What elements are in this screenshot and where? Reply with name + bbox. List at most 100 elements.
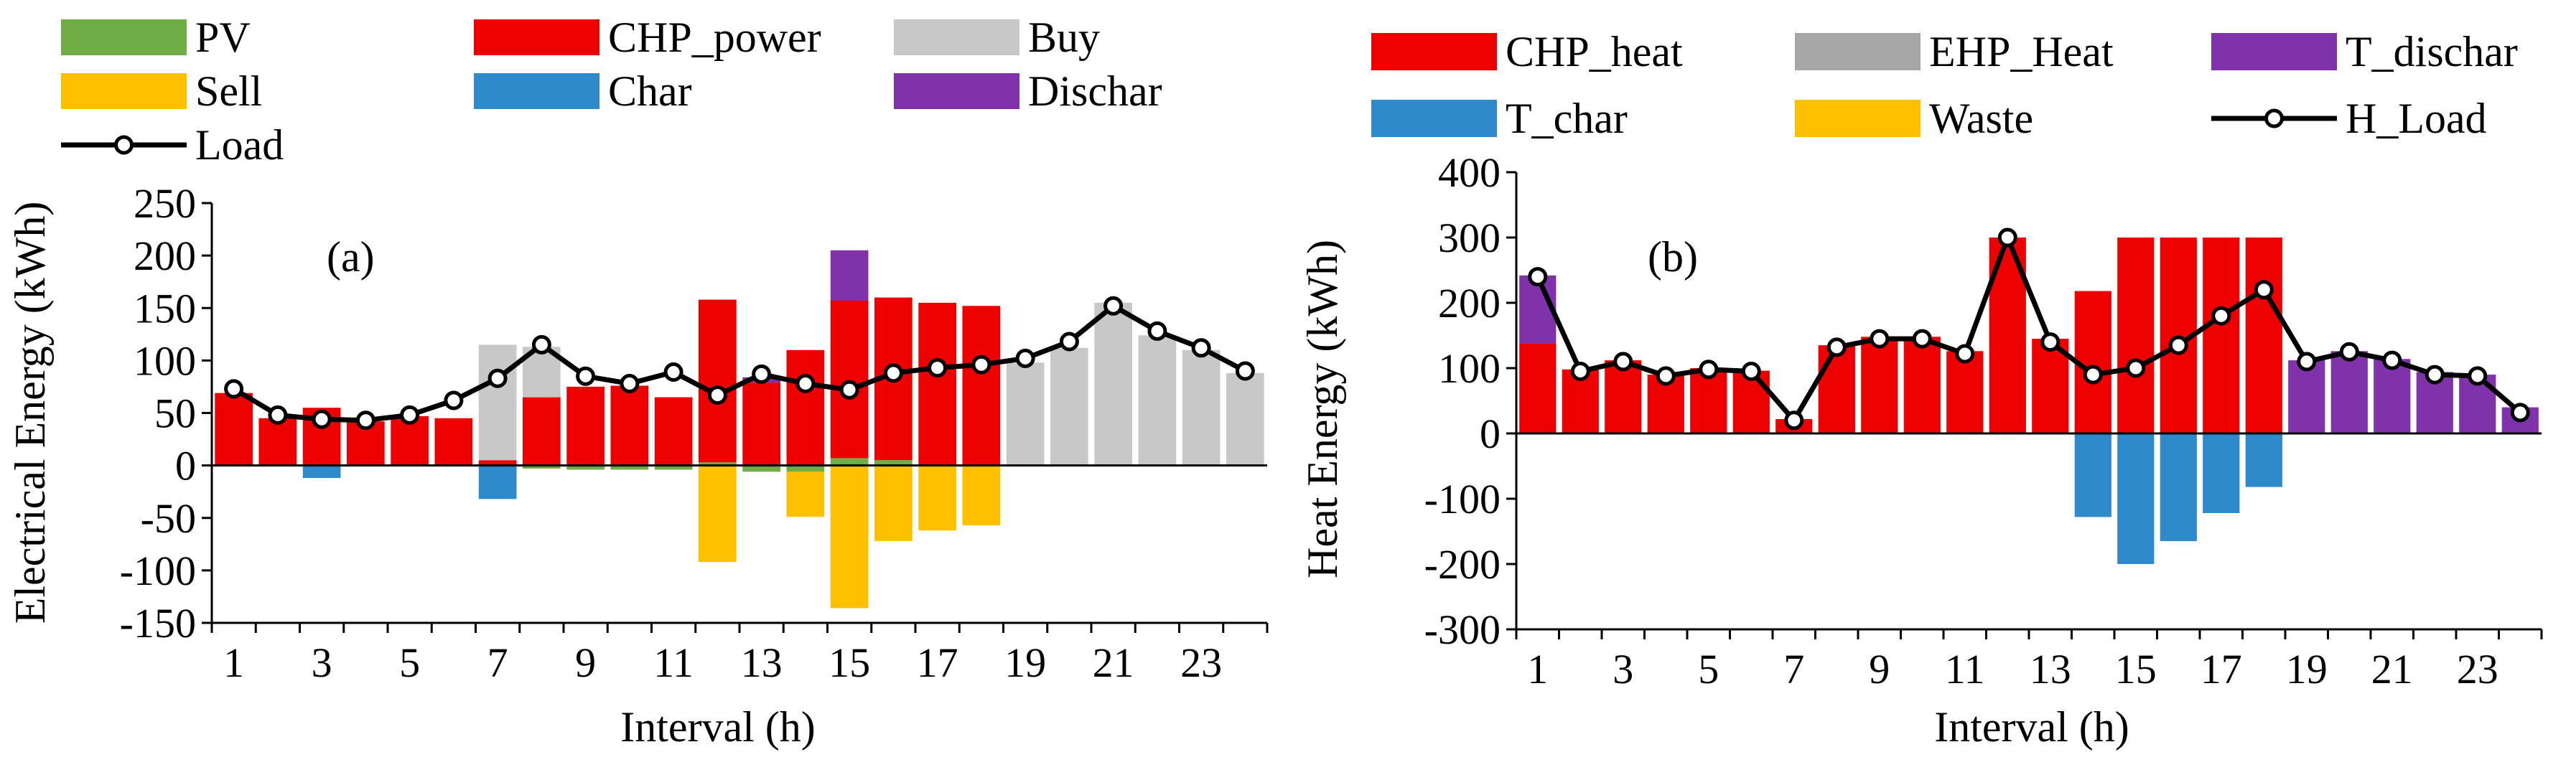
- bar-b-CHP_heat-10: [1903, 337, 1941, 433]
- point-H_Load-1: [1528, 267, 1548, 287]
- point-H_Load-8: [1826, 337, 1847, 357]
- point-Load-6: [444, 390, 464, 410]
- bar-b-T_char-17: [2203, 433, 2240, 513]
- bar-a-PV-12: [699, 462, 737, 466]
- bar-b-CHP_heat-11: [1946, 351, 1984, 433]
- bar-a-PV-16: [874, 460, 913, 466]
- legend-swatch-CHP_power: [474, 19, 599, 55]
- legend-label-Waste: Waste: [1929, 95, 2033, 142]
- legend-marker-H_Load: [2264, 108, 2284, 128]
- point-Load-12: [707, 385, 727, 405]
- y-tick-label-a--100: -100: [120, 548, 196, 594]
- y-tick-label-a--150: -150: [120, 600, 196, 647]
- legend-label-Char: Char: [608, 67, 692, 115]
- bar-a-CHP_power-1: [215, 393, 253, 466]
- x-axis-title-a: Interval (h): [620, 703, 816, 751]
- x-tick-label-a-15: 15: [829, 639, 870, 686]
- x-tick-label-b-9: 9: [1869, 646, 1890, 692]
- bar-a-PV-13: [742, 465, 780, 472]
- bar-a-Buy-20: [1050, 347, 1088, 466]
- y-tick-label-b-400: 400: [1438, 149, 1501, 196]
- point-H_Load-24: [2510, 403, 2530, 423]
- point-H_Load-6: [1741, 362, 1761, 381]
- x-tick-label-b-15: 15: [2115, 646, 2157, 692]
- point-Load-16: [883, 363, 903, 383]
- bar-b-CHP_heat-13: [2032, 339, 2069, 433]
- x-tick-label-b-5: 5: [1698, 646, 1719, 692]
- bar-b-CHP_heat-9: [1861, 337, 1898, 433]
- x-tick-label-a-7: 7: [487, 639, 508, 686]
- bar-b-CHP_heat-8: [1818, 345, 1855, 433]
- point-H_Load-16: [2168, 335, 2188, 355]
- point-Load-5: [400, 405, 420, 425]
- bar-a-PV-10: [610, 465, 649, 470]
- y-tick-label-a-150: 150: [134, 285, 196, 332]
- point-Load-21: [1103, 296, 1124, 316]
- bar-b-T_char-15: [2117, 433, 2155, 564]
- bar-a-CHP_power-8: [523, 397, 561, 466]
- x-tick-label-b-11: 11: [1945, 646, 1985, 692]
- bar-a-Sell-12: [699, 465, 737, 563]
- y-tick-label-a-0: 0: [175, 443, 196, 489]
- bar-a-Char-3: [302, 465, 341, 479]
- point-Load-9: [576, 366, 596, 386]
- x-axis-title-b: Interval (h): [1934, 703, 2129, 751]
- point-H_Load-22: [2425, 365, 2445, 385]
- bar-a-CHP_power-15: [830, 301, 869, 459]
- point-Load-10: [620, 374, 640, 393]
- y-tick-label-b-300: 300: [1438, 215, 1501, 261]
- y-tick-label-b-100: 100: [1438, 345, 1501, 392]
- bar-a-CHP_power-9: [566, 386, 605, 466]
- y-tick-label-a--50: -50: [141, 495, 196, 542]
- bar-a-Dischar-15: [830, 250, 869, 301]
- point-H_Load-13: [2040, 332, 2061, 352]
- y-tick-label-b-0: 0: [1480, 410, 1501, 457]
- x-tick-label-b-21: 21: [2371, 646, 2413, 692]
- legend-label-Dischar: Dischar: [1028, 67, 1162, 115]
- panel-label-a: (a): [327, 233, 375, 281]
- bar-b-T_char-18: [2245, 433, 2282, 487]
- bar-a-PV-8: [523, 465, 561, 469]
- legend-label-T_dischar: T_dischar: [2346, 28, 2518, 75]
- point-Load-14: [795, 374, 816, 393]
- point-H_Load-11: [1955, 344, 1975, 364]
- bar-a-CHP_power-17: [918, 302, 956, 466]
- legend-swatch-Waste: [1795, 100, 1921, 137]
- bar-b-CHP_heat-6: [1732, 370, 1770, 433]
- point-H_Load-17: [2211, 306, 2231, 326]
- legend-label-H_Load: H_Load: [2346, 95, 2487, 142]
- point-H_Load-14: [2083, 365, 2103, 385]
- bar-b-CHP_heat-18: [2245, 238, 2282, 433]
- x-tick-label-b-17: 17: [2201, 646, 2242, 692]
- x-tick-label-a-5: 5: [399, 639, 420, 686]
- bar-a-CHP_power-18: [962, 306, 1001, 466]
- y-tick-label-b-200: 200: [1438, 280, 1501, 327]
- legend-label-PV: PV: [195, 14, 251, 61]
- bar-b-T_dischar-19: [2288, 360, 2325, 433]
- x-tick-label-b-13: 13: [2030, 646, 2071, 692]
- x-tick-label-b-19: 19: [2286, 646, 2328, 692]
- legend-label-CHP_power: CHP_power: [608, 14, 821, 61]
- point-H_Load-21: [2382, 350, 2402, 370]
- legend-swatch-Sell: [61, 73, 187, 109]
- legend-label-Load: Load: [195, 121, 284, 169]
- legend-label-EHP_Heat: EHP_Heat: [1929, 28, 2114, 75]
- y-tick-label-b--100: -100: [1424, 476, 1501, 522]
- legend-swatch-Char: [474, 73, 599, 109]
- point-Load-23: [1191, 338, 1211, 358]
- legend-label-T_char: T_char: [1506, 95, 1628, 142]
- x-tick-label-a-11: 11: [653, 639, 694, 686]
- bar-a-PV-15: [830, 458, 869, 466]
- point-Load-17: [928, 358, 948, 378]
- point-Load-19: [1015, 348, 1035, 368]
- bar-a-CHP_power-7: [478, 460, 517, 466]
- bar-a-Sell-15: [830, 465, 869, 609]
- point-Load-11: [663, 362, 683, 382]
- bar-b-CHP_heat-1: [1519, 343, 1557, 433]
- bar-a-CHP_power-14: [786, 349, 825, 466]
- point-Load-20: [1059, 332, 1079, 352]
- point-H_Load-7: [1784, 410, 1804, 431]
